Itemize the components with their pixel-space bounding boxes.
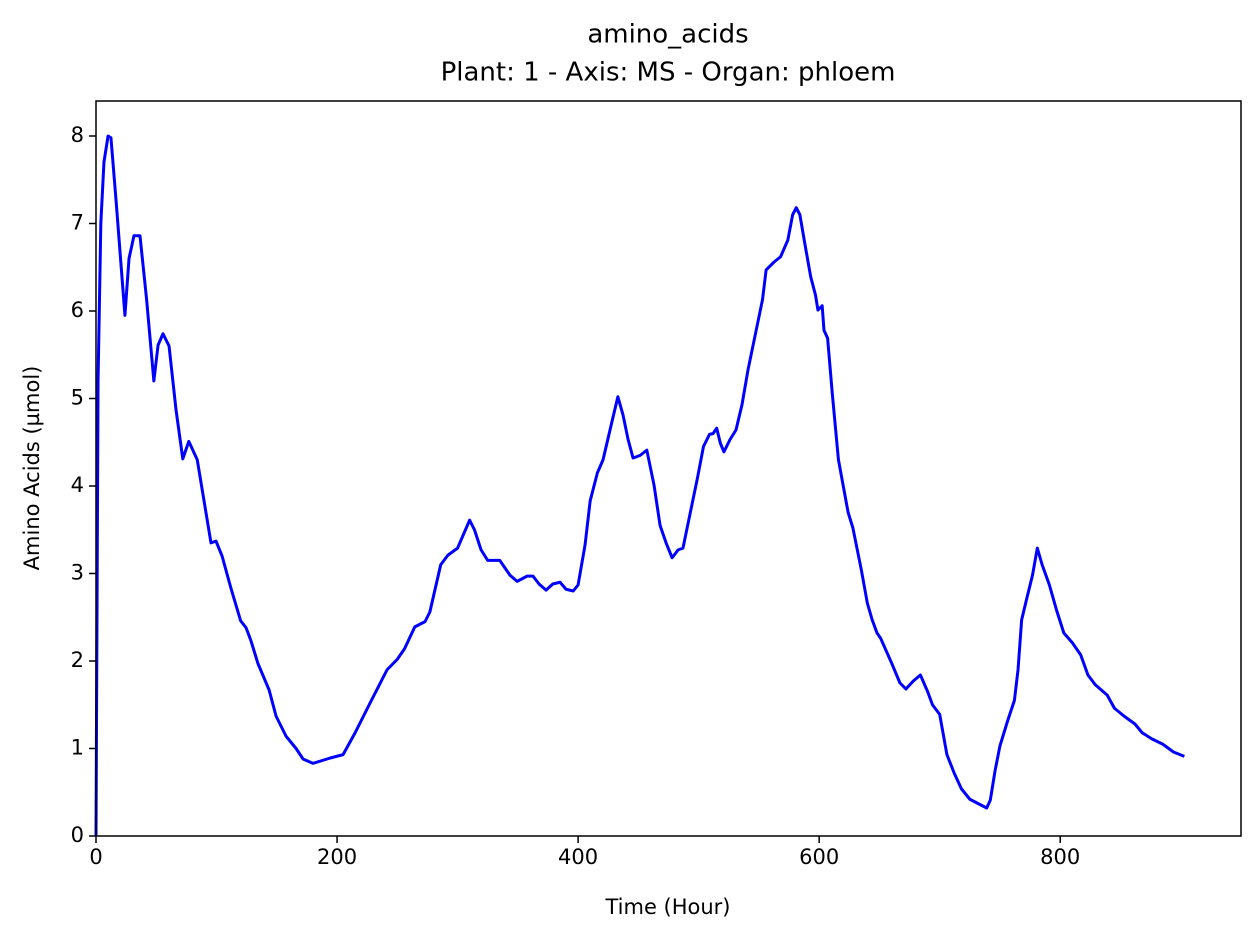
x-tick-label: 600 [799,845,839,869]
y-tick-label: 1 [71,736,84,760]
y-tick-label: 8 [71,123,84,147]
plot-frame [95,100,1242,837]
chart-title: amino_acids [587,20,748,50]
y-tick-label: 4 [71,473,84,497]
y-tick-label: 6 [71,298,84,322]
y-axis-label: Amino Acids (µmol) [20,366,44,571]
y-tick-label: 0 [71,823,84,847]
x-tick-label: 400 [558,845,598,869]
y-tick-label: 3 [71,561,84,585]
x-tick-label: 800 [1040,845,1080,869]
data-line [94,134,1185,837]
x-tick-label: 0 [89,845,102,869]
x-tick-label: 200 [317,845,357,869]
y-tick-label: 7 [71,211,84,235]
chart-subtitle: Plant: 1 - Axis: MS - Organ: phloem [441,58,896,88]
x-axis-label: Time (Hour) [604,895,730,919]
y-tick-label: 5 [71,386,84,410]
y-tick-label: 2 [71,648,84,672]
